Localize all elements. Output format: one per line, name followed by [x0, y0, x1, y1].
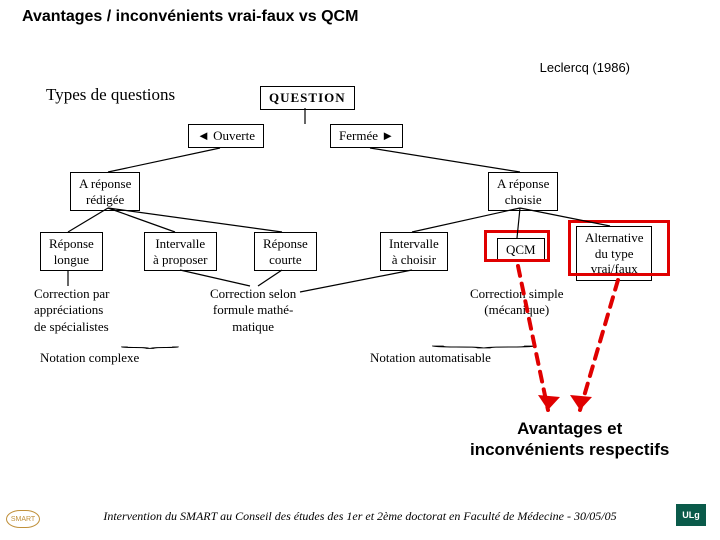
label-notation-automatisable: Notation automatisable	[370, 350, 491, 366]
label-correction-math: Correction selon formule mathé- matique	[210, 286, 296, 335]
brace-left: ⏟	[120, 335, 180, 349]
node-reponse-courte: Réponse courte	[254, 232, 317, 271]
node-ouverte-label: Ouverte	[213, 128, 255, 143]
highlight-alternative	[568, 220, 670, 276]
node-reponse-longue: Réponse longue	[40, 232, 103, 271]
highlight-qcm	[484, 230, 550, 262]
brace-right: ⏟	[430, 335, 538, 349]
node-choisie: A réponse choisie	[488, 172, 558, 211]
citation: Leclercq (1986)	[540, 60, 630, 75]
label-correction-simple: Correction simple (mécanique)	[470, 286, 564, 319]
avantages-inconvenients-label: Avantages et inconvénients respectifs	[470, 418, 669, 461]
node-fermee-label: Fermée	[339, 128, 378, 143]
types-of-questions-label: Types de questions	[46, 85, 175, 105]
label-correction-specialistes: Correction par appréciations de spéciali…	[34, 286, 109, 335]
node-fermee: Fermée ►	[330, 124, 403, 148]
node-question: QUESTION	[260, 86, 355, 110]
page-title: Avantages / inconvénients vrai-faux vs Q…	[22, 8, 358, 26]
node-redigee: A réponse rédigée	[70, 172, 140, 211]
footer-text: Intervention du SMART au Conseil des étu…	[0, 509, 720, 524]
node-intervalle-choisir: Intervalle à choisir	[380, 232, 448, 271]
smart-logo: SMART	[6, 510, 40, 528]
label-notation-complexe: Notation complexe	[40, 350, 139, 366]
node-intervalle-proposer: Intervalle à proposer	[144, 232, 217, 271]
ulg-logo: ULg	[676, 504, 706, 526]
node-ouverte: ◄ Ouverte	[188, 124, 264, 148]
